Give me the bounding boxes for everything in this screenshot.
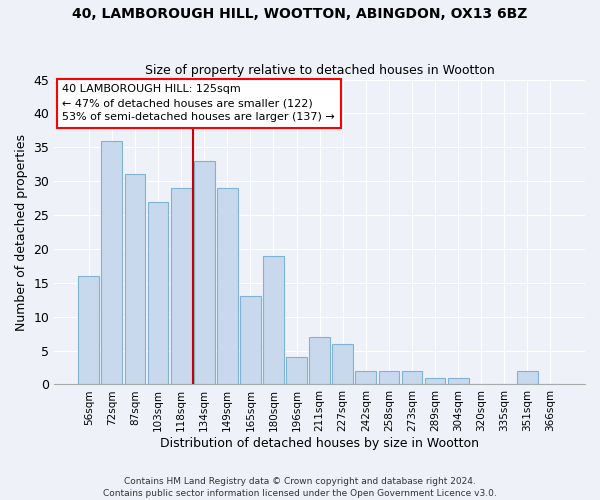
Bar	[263, 256, 284, 384]
Bar	[148, 202, 169, 384]
Bar	[194, 161, 215, 384]
Bar	[101, 140, 122, 384]
Text: 40, LAMBOROUGH HILL, WOOTTON, ABINGDON, OX13 6BZ: 40, LAMBOROUGH HILL, WOOTTON, ABINGDON, …	[73, 8, 527, 22]
Y-axis label: Number of detached properties: Number of detached properties	[15, 134, 28, 330]
Bar	[332, 344, 353, 385]
Bar	[240, 296, 261, 384]
Bar	[355, 371, 376, 384]
Bar	[448, 378, 469, 384]
Bar	[401, 371, 422, 384]
X-axis label: Distribution of detached houses by size in Wootton: Distribution of detached houses by size …	[160, 437, 479, 450]
Bar	[125, 174, 145, 384]
Bar	[517, 371, 538, 384]
Bar	[286, 358, 307, 384]
Text: 40 LAMBOROUGH HILL: 125sqm
← 47% of detached houses are smaller (122)
53% of sem: 40 LAMBOROUGH HILL: 125sqm ← 47% of deta…	[62, 84, 335, 122]
Bar	[79, 276, 99, 384]
Bar	[217, 188, 238, 384]
Bar	[309, 337, 330, 384]
Bar	[171, 188, 191, 384]
Bar	[425, 378, 445, 384]
Title: Size of property relative to detached houses in Wootton: Size of property relative to detached ho…	[145, 64, 494, 77]
Bar	[379, 371, 399, 384]
Text: Contains HM Land Registry data © Crown copyright and database right 2024.
Contai: Contains HM Land Registry data © Crown c…	[103, 476, 497, 498]
